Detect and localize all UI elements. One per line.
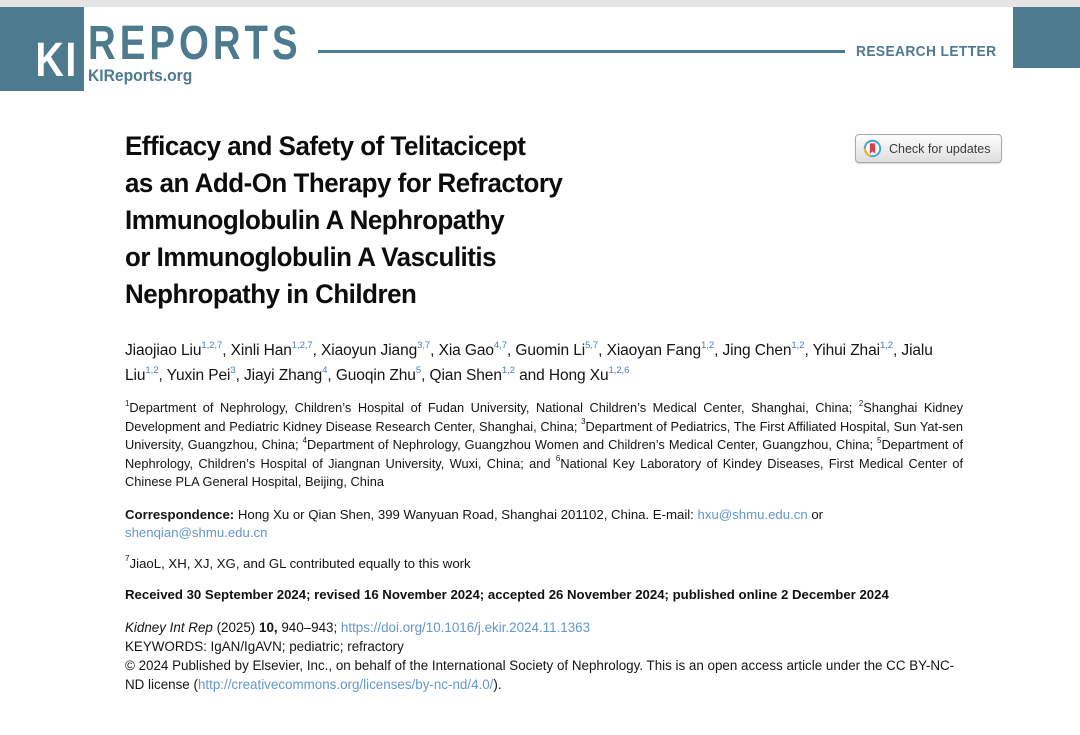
kireports-url[interactable]: KIReports.org	[88, 66, 193, 85]
author-name: Guoqin Zhu	[335, 367, 416, 384]
copyright-line: © 2024 Published by Elsevier, Inc., on b…	[125, 657, 955, 692]
author-affiliation-superscript: 1,2	[879, 339, 893, 351]
email-link-hxu[interactable]: hxu@shmu.edu.cn	[697, 506, 808, 522]
affiliations: 1Department of Nephrology, Children’s Ho…	[125, 398, 964, 489]
author-name: Xinli Han	[230, 342, 292, 359]
author-name: Xia Gao	[438, 342, 494, 359]
check-for-updates-label: Check for updates	[889, 141, 991, 156]
doi-link[interactable]: https://doi.org/10.1016/j.ekir.2024.11.1…	[340, 619, 591, 635]
article-header: Check for updates Efficacy and Safety of…	[125, 128, 1003, 694]
author-affiliation-superscript: 4,7	[493, 339, 507, 351]
author-name: Jialu Liu	[125, 342, 933, 384]
author-name: Qian Shen	[429, 367, 502, 384]
correspondence: Correspondence: Hong Xu or Qian Shen, 39…	[125, 506, 824, 540]
author-affiliation-superscript: 5,7	[585, 339, 599, 351]
author-affiliation-superscript: 1,2,7	[201, 339, 223, 351]
email-link-shenqian[interactable]: shenqian@shmu.edu.cn	[125, 524, 268, 540]
ki-logo-text: KI	[35, 34, 78, 87]
article-type-label: RESEARCH LETTER	[856, 44, 997, 60]
author-affiliation-superscript: 1,2	[791, 339, 805, 351]
equal-contribution-note: 7JiaoL, XH, XJ, XG, and GL contributed e…	[125, 554, 471, 571]
article-history-dates: Received 30 September 2024; revised 16 N…	[125, 586, 889, 602]
author-name: Hong Xu	[548, 367, 609, 384]
author-list: Jiaojiao Liu1,2,7, Xinli Han1,2,7, Xiaoy…	[125, 339, 933, 384]
citation-line: Kidney Int Rep (2025) 10, 940–943; https…	[125, 619, 591, 635]
article-title: Efficacy and Safety of Telitacicept as a…	[125, 131, 563, 309]
corner-accent-square	[1013, 7, 1080, 68]
author-name: Xiaoyan Fang	[606, 342, 702, 359]
top-border-strip	[0, 0, 1080, 7]
reports-logo-text: REPORTS	[88, 17, 302, 70]
author-affiliation-superscript: 1,2	[145, 364, 159, 376]
author-name: Xiaoyun Jiang	[321, 342, 418, 359]
author-affiliation-superscript: 1,2,7	[291, 339, 313, 351]
author-affiliation-superscript: 4	[322, 364, 328, 376]
author-affiliation-superscript: 3	[230, 364, 236, 376]
author-affiliation-superscript: 5	[415, 364, 422, 376]
author-name: Yuxin Pei	[166, 367, 231, 384]
author-name: Yihui Zhai	[812, 342, 880, 359]
ki-logo-square: KI	[0, 7, 84, 91]
author-affiliation-superscript: 1,2	[501, 364, 515, 376]
license-link[interactable]: http://creativecommons.org/licenses/by-n…	[197, 676, 494, 692]
author-affiliation-superscript: 3,7	[417, 339, 431, 351]
author-name: Jing Chen	[722, 342, 792, 359]
check-for-updates-button[interactable]: Check for updates	[855, 134, 1003, 163]
author-name: Jiaojiao Liu	[125, 342, 202, 359]
masthead-rule	[318, 50, 845, 53]
author-affiliation-superscript: 1,2	[701, 339, 715, 351]
author-affiliation-superscript: 1,2,6	[608, 364, 630, 376]
keywords-line: KEYWORDS: IgAN/IgAVN; pediatric; refract…	[125, 638, 404, 654]
author-name: Jiayi Zhang	[243, 367, 323, 384]
crossmark-icon	[863, 139, 882, 158]
author-name: Guomin Li	[515, 342, 586, 359]
